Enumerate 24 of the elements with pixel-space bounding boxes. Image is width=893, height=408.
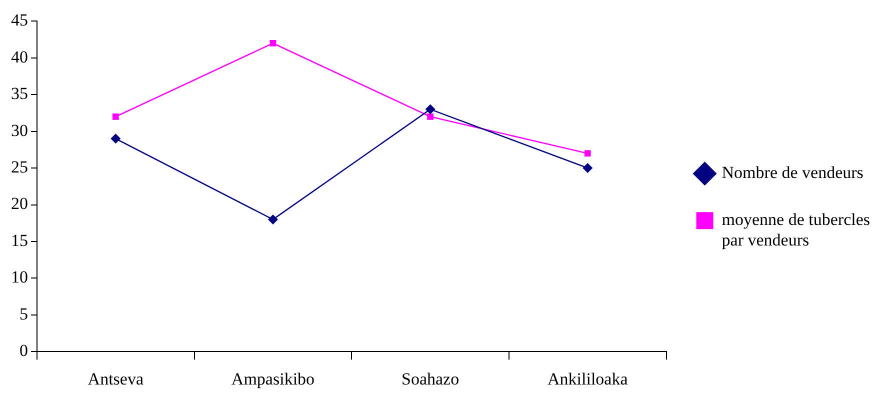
y-tick-label: 25	[11, 158, 28, 177]
y-tick-label: 20	[11, 194, 28, 214]
y-tick-label: 5	[20, 304, 28, 324]
point	[425, 104, 436, 114]
x-tick-label: Antseva	[88, 369, 144, 388]
point	[270, 40, 276, 46]
y-tick-label: 15	[11, 230, 28, 250]
y-tick-label: 40	[11, 47, 28, 66]
y-tick-label: 35	[11, 84, 28, 104]
x-tick-label: Ankililoaka	[547, 369, 628, 388]
point	[112, 113, 119, 120]
x-tick-label: Ampasikibo	[231, 369, 315, 388]
point	[110, 134, 121, 144]
point	[427, 113, 434, 120]
y-tick-label: 10	[11, 268, 28, 287]
point	[584, 150, 591, 157]
y-tick-label: 30	[11, 120, 28, 140]
y-tick-label: 0	[20, 341, 28, 360]
y-tick-label: 45	[11, 10, 28, 30]
legend-label: moyenne de tubercles par vendeurs	[722, 210, 870, 250]
legend-label: Nombre de vendeurs	[722, 163, 864, 182]
point	[268, 214, 278, 224]
x-tick-label: Soahazo	[402, 369, 460, 388]
point	[582, 163, 593, 174]
